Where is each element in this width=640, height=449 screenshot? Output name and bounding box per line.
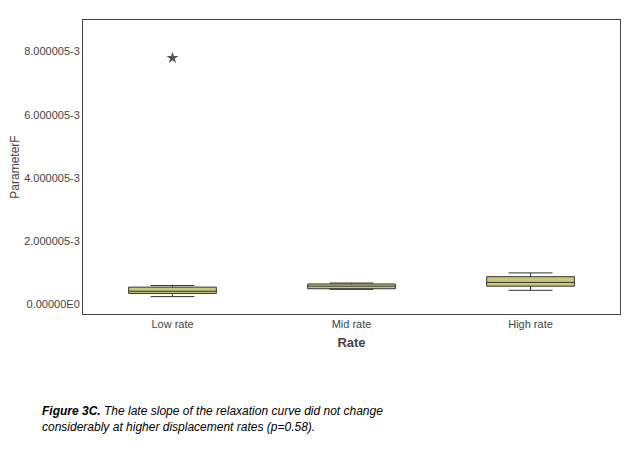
svg-text:8.000005-3: 8.000005-3 [24, 45, 80, 57]
svg-text:4.000005-3: 4.000005-3 [24, 172, 80, 184]
svg-text:Figure 3C. The late slope of t: Figure 3C. The late slope of the relaxat… [42, 404, 383, 434]
svg-text:ParameterF: ParameterF [8, 135, 22, 198]
svg-text:0.00000E0: 0.00000E0 [27, 298, 80, 310]
svg-text:2.000005-3: 2.000005-3 [24, 235, 80, 247]
svg-text:Mid rate: Mid rate [332, 318, 372, 330]
svg-text:Rate: Rate [337, 335, 365, 350]
svg-text:6.000005-3: 6.000005-3 [24, 109, 80, 121]
svg-text:Low rate: Low rate [151, 318, 193, 330]
svg-text:High rate: High rate [508, 318, 553, 330]
